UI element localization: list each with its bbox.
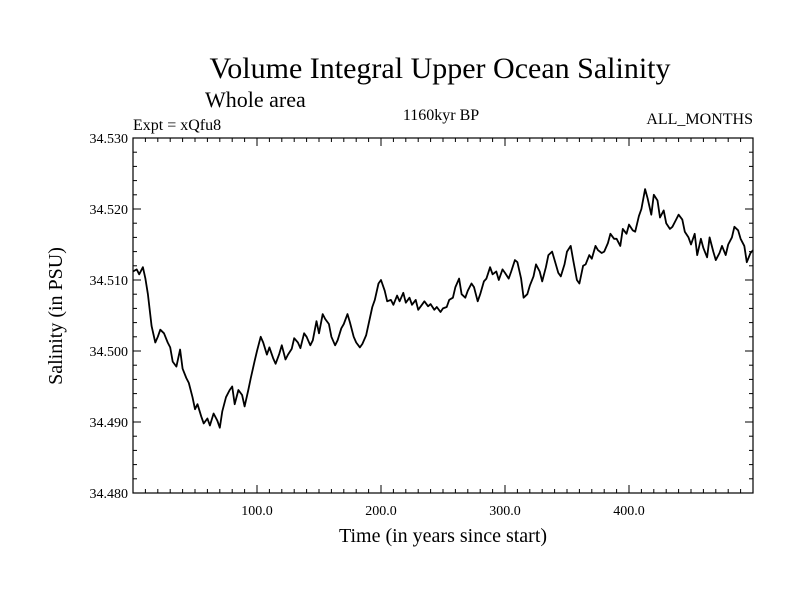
- plot-frame: [132, 137, 754, 494]
- y-tick-label: 34.520: [90, 203, 129, 218]
- x-tick-label: 400.0: [613, 504, 645, 519]
- y-tick-label: 34.530: [90, 132, 129, 147]
- chart-title: Volume Integral Upper Ocean Salinity: [210, 52, 671, 85]
- y-tick-label: 34.490: [90, 416, 129, 431]
- x-tick-label: 200.0: [365, 504, 397, 519]
- chart-subtitle: Whole area: [205, 87, 306, 112]
- months-label: ALL_MONTHS: [646, 111, 753, 128]
- x-tick-labels: 100.0 200.0 300.0 400.0: [241, 504, 645, 519]
- expt-label: Expt = xQfu8: [133, 117, 221, 134]
- y-tick-label: 34.510: [90, 274, 129, 289]
- y-tick-label: 34.480: [90, 487, 129, 502]
- x-tick-label: 100.0: [241, 504, 273, 519]
- y-tick-label: 34.500: [90, 345, 129, 360]
- x-tick-label: 300.0: [489, 504, 521, 519]
- y-tick-labels: 34.480 34.490 34.500 34.510 34.520 34.530: [90, 132, 129, 502]
- salinity-series-line: [132, 188, 754, 429]
- tick-marks: [133, 138, 753, 493]
- period-label: 1160kyr BP: [403, 107, 479, 124]
- y-axis-label: Salinity (in PSU): [45, 247, 67, 385]
- x-axis-label: Time (in years since start): [339, 525, 547, 547]
